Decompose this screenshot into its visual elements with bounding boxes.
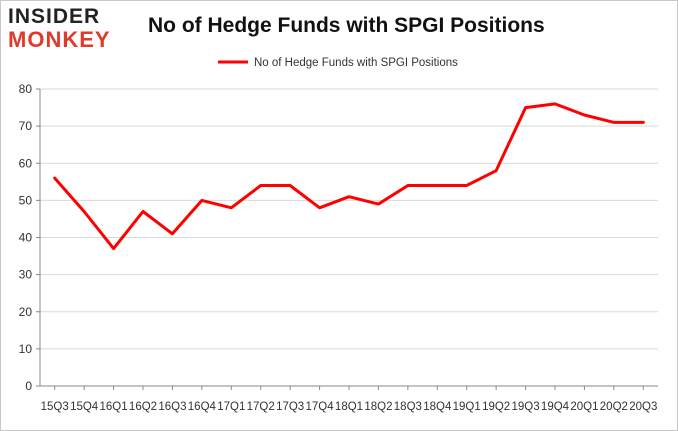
- chart-title: No of Hedge Funds with SPGI Positions: [148, 14, 545, 37]
- x-tick-label-18Q3: 18Q3: [394, 401, 422, 413]
- x-tick-label-16Q2: 16Q2: [129, 401, 157, 413]
- x-tick-label-19Q4: 19Q4: [541, 401, 570, 413]
- insider-monkey-logo: INSIDER MONKEY: [8, 6, 128, 56]
- x-tick-label-19Q3: 19Q3: [512, 401, 540, 413]
- x-tick-label-16Q1: 16Q1: [100, 401, 128, 413]
- x-tick-label-20Q3: 20Q3: [629, 401, 657, 413]
- y-tick-label-10: 10: [19, 342, 33, 356]
- x-tick-label-16Q3: 16Q3: [158, 401, 186, 413]
- x-tick-label-17Q4: 17Q4: [306, 401, 335, 413]
- logo-line-1: INSIDER: [8, 5, 101, 28]
- y-tick-label-0: 0: [25, 379, 32, 393]
- logo-line-2: MONKEY: [8, 27, 111, 52]
- x-tick-label-18Q4: 18Q4: [423, 401, 452, 413]
- legend-label-0: No of Hedge Funds with SPGI Positions: [254, 57, 458, 69]
- y-tick-label-20: 20: [19, 305, 33, 319]
- y-tick-label-30: 30: [19, 268, 33, 282]
- x-tick-label-18Q1: 18Q1: [335, 401, 363, 413]
- x-tick-label-19Q2: 19Q2: [482, 401, 510, 413]
- y-tick-label-60: 60: [19, 156, 33, 170]
- x-tick-label-15Q3: 15Q3: [41, 401, 69, 413]
- x-tick-label-15Q4: 15Q4: [70, 401, 99, 413]
- x-tick-label-17Q3: 17Q3: [276, 401, 304, 413]
- y-tick-label-40: 40: [19, 231, 33, 245]
- y-tick-label-70: 70: [19, 119, 33, 133]
- y-tick-label-80: 80: [19, 82, 33, 96]
- x-tick-label-17Q2: 17Q2: [247, 401, 275, 413]
- x-tick-label-20Q1: 20Q1: [570, 401, 598, 413]
- x-tick-label-16Q4: 16Q4: [188, 401, 217, 413]
- y-tick-label-50: 50: [19, 193, 33, 207]
- x-tick-label-20Q2: 20Q2: [600, 401, 628, 413]
- x-tick-label-19Q1: 19Q1: [453, 401, 481, 413]
- x-tick-label-17Q1: 17Q1: [217, 401, 245, 413]
- series-line-0: [53, 102, 645, 251]
- x-tick-label-18Q2: 18Q2: [364, 401, 392, 413]
